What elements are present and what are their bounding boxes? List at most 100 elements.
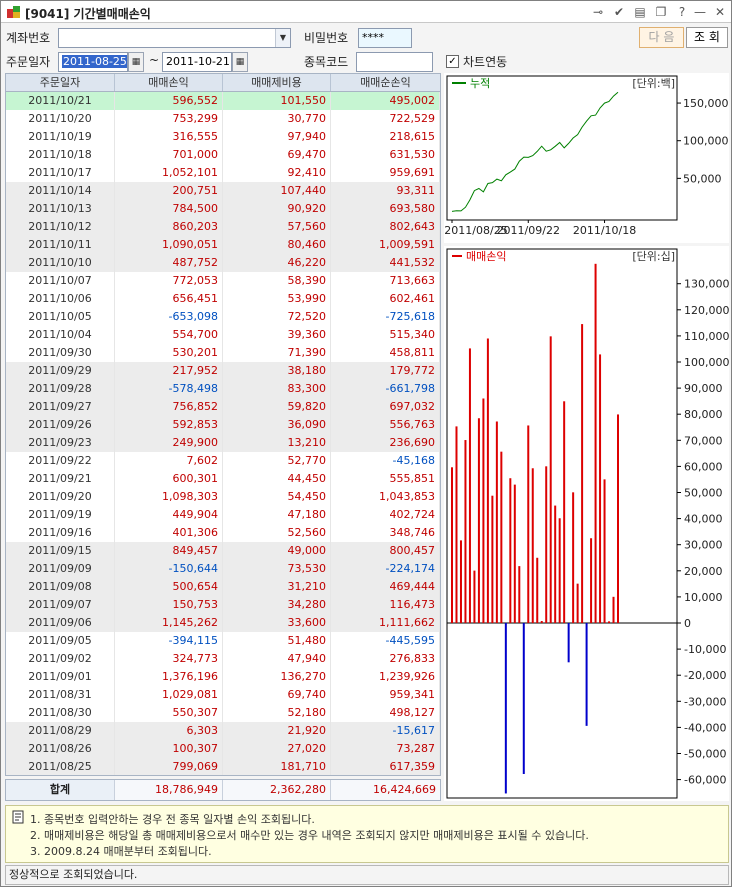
table-row[interactable]: 2011/09/15 849,457 49,000 800,457	[6, 542, 440, 560]
cell-cost: 39,360	[223, 326, 331, 344]
table-row[interactable]: 2011/10/13 784,500 90,920 693,580	[6, 200, 440, 218]
copy-icon[interactable]: ❐	[655, 5, 667, 19]
query-button[interactable]: 조 회	[686, 27, 728, 48]
table-row[interactable]: 2011/09/23 249,900 13,210 236,690	[6, 434, 440, 452]
cell-pnl: 1,052,101	[115, 164, 223, 182]
y-tick-label: 120,000	[684, 304, 729, 317]
table-row[interactable]: 2011/09/08 500,654 31,210 469,444	[6, 578, 440, 596]
table-row[interactable]: 2011/09/02 324,773 47,940 276,833	[6, 650, 440, 668]
bar	[554, 505, 557, 623]
table-row[interactable]: 2011/10/17 1,052,101 92,410 959,691	[6, 164, 440, 182]
table-row[interactable]: 2011/09/07 150,753 34,280 116,473	[6, 596, 440, 614]
table-row[interactable]: 2011/09/01 1,376,196 136,270 1,239,926	[6, 668, 440, 686]
minimize-icon[interactable]: —	[694, 5, 706, 19]
table-row[interactable]: 2011/10/14 200,751 107,440 93,311	[6, 182, 440, 200]
help-icon[interactable]: ?	[678, 5, 686, 19]
calendar-from-icon[interactable]: ▦	[128, 52, 144, 72]
cell-date: 2011/08/25	[6, 758, 115, 775]
table-row[interactable]: 2011/09/16 401,306 52,560 348,746	[6, 524, 440, 542]
table-row[interactable]: 2011/10/20 753,299 30,770 722,529	[6, 110, 440, 128]
header-date[interactable]: 주문일자	[6, 74, 115, 91]
cell-date: 2011/10/05	[6, 308, 115, 326]
table-row[interactable]: 2011/09/09 -150,644 73,530 -224,174	[6, 560, 440, 578]
cell-pnl: 550,307	[115, 704, 223, 722]
table-row[interactable]: 2011/10/19 316,555 97,940 218,615	[6, 128, 440, 146]
cell-cost: 49,000	[223, 542, 331, 560]
table-row[interactable]: 2011/09/05 -394,115 51,480 -445,595	[6, 632, 440, 650]
date-to-field[interactable]: 2011-10-21	[162, 52, 232, 72]
total-label: 합계	[6, 780, 115, 800]
table-row[interactable]: 2011/09/22 7,602 52,770 -45,168	[6, 452, 440, 470]
table-row[interactable]: 2011/09/28 -578,498 83,300 -661,798	[6, 380, 440, 398]
table-row[interactable]: 2011/09/26 592,853 36,090 556,763	[6, 416, 440, 434]
calendar-to-icon[interactable]: ▦	[232, 52, 248, 72]
cell-pnl: -578,498	[115, 380, 223, 398]
table-row[interactable]: 2011/08/25 799,069 181,710 617,359	[6, 758, 440, 775]
table-row[interactable]: 2011/10/10 487,752 46,220 441,532	[6, 254, 440, 272]
y-tick-label: -20,000	[684, 669, 726, 682]
cell-net: 617,359	[331, 758, 440, 775]
cell-net: 631,530	[331, 146, 440, 164]
table-row[interactable]: 2011/08/29 6,303 21,920 -15,617	[6, 722, 440, 740]
bar	[563, 401, 566, 623]
print-icon[interactable]: ▤	[634, 5, 646, 19]
link-icon[interactable]: ⊸	[592, 5, 604, 19]
bar	[585, 623, 588, 726]
cell-pnl: 324,773	[115, 650, 223, 668]
cell-date: 2011/09/15	[6, 542, 115, 560]
table-row[interactable]: 2011/09/21 600,301 44,450 555,851	[6, 470, 440, 488]
y-tick-label: -60,000	[684, 774, 726, 787]
chart-link-checkbox[interactable]: ✓	[446, 55, 459, 68]
header-net[interactable]: 매매순손익	[360, 76, 411, 89]
table-row[interactable]: 2011/10/12 860,203 57,560 802,643	[6, 218, 440, 236]
stock-code-field[interactable]	[356, 52, 433, 72]
next-button[interactable]: 다 음	[639, 27, 684, 48]
table-row[interactable]: 2011/09/30 530,201 71,390 458,811	[6, 344, 440, 362]
cell-cost: 30,770	[223, 110, 331, 128]
header-cost[interactable]: 매매제비용	[223, 74, 331, 91]
unit-label: [단위:백]	[632, 77, 675, 90]
table-row[interactable]: 2011/09/29 217,952 38,180 179,772	[6, 362, 440, 380]
check-icon[interactable]: ✔	[613, 5, 625, 19]
cell-cost: 54,450	[223, 488, 331, 506]
cell-net: 348,746	[331, 524, 440, 542]
cell-net: -224,174	[331, 560, 440, 578]
cell-pnl: 1,090,051	[115, 236, 223, 254]
table-row[interactable]: 2011/10/18 701,000 69,470 631,530	[6, 146, 440, 164]
table-row[interactable]: 2011/10/04 554,700 39,360 515,340	[6, 326, 440, 344]
table-row[interactable]: 2011/09/06 1,145,262 33,600 1,111,662	[6, 614, 440, 632]
cell-net: 441,532	[331, 254, 440, 272]
cell-date: 2011/10/21	[6, 92, 115, 110]
total-row: 합계 18,786,949 2,362,280 16,424,669	[5, 779, 441, 801]
table-row[interactable]: 2011/10/06 656,451 53,990 602,461	[6, 290, 440, 308]
cell-date: 2011/08/29	[6, 722, 115, 740]
table-row[interactable]: 2011/08/31 1,029,081 69,740 959,341	[6, 686, 440, 704]
password-field[interactable]: ****	[358, 28, 412, 48]
date-from-field[interactable]: 2011-08-25	[58, 52, 128, 72]
cell-net: 555,851	[331, 470, 440, 488]
table-row[interactable]: 2011/10/05 -653,098 72,520 -725,618	[6, 308, 440, 326]
cell-cost: 52,180	[223, 704, 331, 722]
cell-net: 1,009,591	[331, 236, 440, 254]
bar	[486, 338, 489, 623]
table-row[interactable]: 2011/10/11 1,090,051 80,460 1,009,591	[6, 236, 440, 254]
cell-date: 2011/10/19	[6, 128, 115, 146]
table-row[interactable]: 2011/10/21 596,552 101,550 495,002	[6, 92, 440, 110]
chevron-down-icon[interactable]: ▼	[275, 29, 290, 47]
table-row[interactable]: 2011/09/19 449,904 47,180 402,724	[6, 506, 440, 524]
close-icon[interactable]: ✕	[714, 5, 726, 19]
table-row[interactable]: 2011/08/30 550,307 52,180 498,127	[6, 704, 440, 722]
y-tick-label: 40,000	[684, 513, 723, 526]
table-row[interactable]: 2011/10/07 772,053 58,390 713,663	[6, 272, 440, 290]
cell-net: 469,444	[331, 578, 440, 596]
header-pnl[interactable]: 매매손익	[115, 74, 223, 91]
cell-net: -725,618	[331, 308, 440, 326]
account-select[interactable]: ▼	[58, 28, 291, 48]
table-row[interactable]: 2011/09/20 1,098,303 54,450 1,043,853	[6, 488, 440, 506]
y-tick-label: 150,000	[683, 97, 729, 110]
table-row[interactable]: 2011/09/27 756,852 59,820 697,032	[6, 398, 440, 416]
y-tick-label: 80,000	[684, 408, 723, 421]
table-row[interactable]: 2011/08/26 100,307 27,020 73,287	[6, 740, 440, 758]
cell-net: -661,798	[331, 380, 440, 398]
